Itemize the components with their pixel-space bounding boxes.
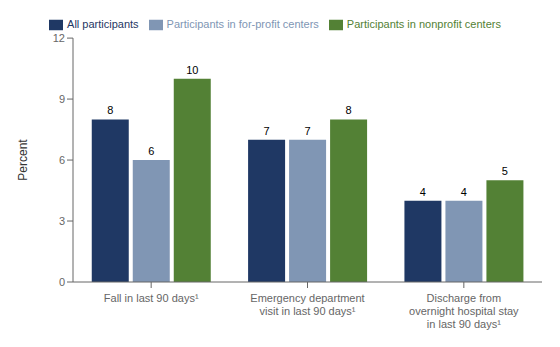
svg-text:4: 4 xyxy=(420,186,426,198)
svg-text:9: 9 xyxy=(59,93,65,105)
svg-text:8: 8 xyxy=(346,104,352,116)
svg-text:6: 6 xyxy=(148,145,154,157)
svg-text:12: 12 xyxy=(53,32,65,44)
svg-text:6: 6 xyxy=(59,154,65,166)
svg-text:10: 10 xyxy=(186,64,198,76)
svg-text:7: 7 xyxy=(305,125,311,137)
html-text:Participants in for-profit cen: Participants in for-profit centers xyxy=(166,18,319,30)
svg-text:0: 0 xyxy=(59,276,65,288)
svg-text:5: 5 xyxy=(502,165,508,177)
svg-text:3: 3 xyxy=(59,215,65,227)
html-text:All participants: All participants xyxy=(67,18,139,30)
svg-text:4: 4 xyxy=(461,186,467,198)
svg-text:7: 7 xyxy=(264,125,270,137)
svg-text:8: 8 xyxy=(107,104,113,116)
svg-text:Emergency departmentvisit in l: Emergency departmentvisit in last 90 day… xyxy=(250,292,364,317)
svg-text:Fall in last 90 days¹: Fall in last 90 days¹ xyxy=(104,292,199,304)
svg-text:Percent: Percent xyxy=(16,139,30,181)
html-text:Participants in nonprofit cent: Participants in nonprofit centers xyxy=(346,18,501,30)
svg-text:Discharge fromovernight hospit: Discharge fromovernight hospital stayin … xyxy=(409,292,519,330)
